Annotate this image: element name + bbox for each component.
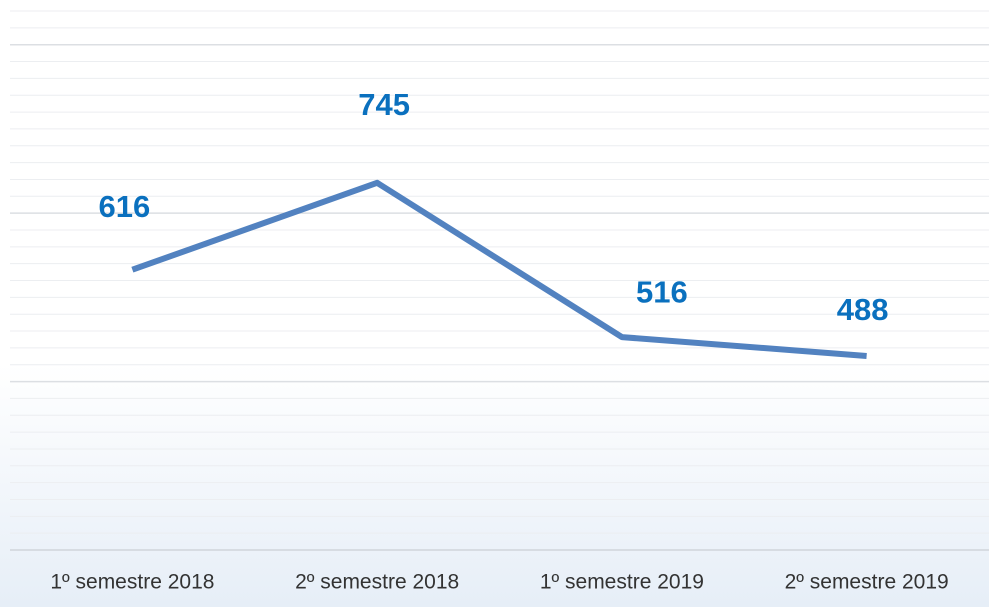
data-label: 616 bbox=[99, 189, 151, 224]
data-label: 745 bbox=[358, 87, 410, 122]
data-label: 516 bbox=[636, 274, 688, 309]
line bbox=[131, 179, 867, 359]
x-tick-label: 2º semestre 2018 bbox=[295, 571, 459, 594]
x-tick-label: 1º semestre 2019 bbox=[540, 571, 704, 594]
x-tick-label: 1º semestre 2018 bbox=[50, 571, 214, 594]
x-tick-label: 2º semestre 2019 bbox=[785, 571, 949, 594]
data-label: 488 bbox=[837, 292, 889, 327]
